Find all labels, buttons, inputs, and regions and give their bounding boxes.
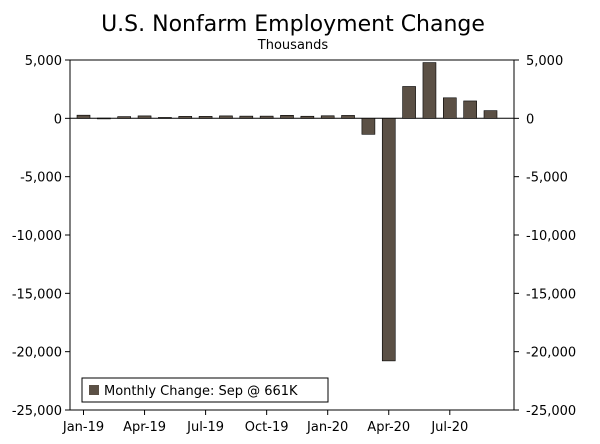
chart-title: U.S. Nonfarm Employment Change: [101, 12, 485, 37]
x-axis: Jan-19 Apr-19 Jul-19 Oct-19 Jan-20 Apr-20 Jul-…: [62, 410, 468, 435]
bar-sep-20: [483, 110, 498, 119]
bar-jul-20: [442, 97, 457, 119]
bars-group: [76, 62, 498, 362]
bar-mar-19: [117, 116, 131, 119]
x-tick-label: Oct-19: [245, 420, 289, 435]
y-tick-label-right: -15,000: [526, 287, 576, 302]
legend-swatch: [89, 385, 99, 395]
y-tick-label-right: 5,000: [526, 54, 563, 69]
y-tick-label-right: 0: [526, 112, 534, 127]
y-tick-label-left: -5,000: [20, 171, 62, 186]
y-tick-label-left: -20,000: [12, 346, 62, 361]
bar-aug-20: [463, 100, 477, 119]
x-tick-label: Apr-20: [367, 420, 410, 435]
bar-jul-19: [198, 116, 213, 119]
y-tick-label-left: 0: [54, 112, 62, 127]
bar-may-20: [402, 86, 416, 119]
bar-aug-19: [219, 115, 233, 119]
y-tick-label-left: -25,000: [12, 404, 62, 419]
y-tick-label-left: -10,000: [12, 229, 62, 244]
bar-jun-20: [422, 62, 437, 119]
bar-jun-19: [178, 116, 193, 119]
bar-nov-19: [280, 115, 294, 119]
bar-jan-20: [320, 115, 335, 119]
bar-jan-19: [76, 114, 91, 119]
legend-label: Monthly Change: Sep @ 661K: [104, 384, 298, 399]
y-axis-right: 5,000 0 -5,000 -10,000 -15,000 -20,000 -25,000: [514, 54, 576, 419]
bar-sep-19: [239, 115, 254, 119]
bar-feb-19: [97, 117, 111, 120]
x-tick-label: Jan-19: [62, 420, 104, 435]
chart-subtitle: Thousands: [257, 38, 329, 53]
bar-apr-19: [137, 115, 152, 119]
bar-oct-19: [259, 115, 274, 119]
x-tick-label: Apr-19: [123, 420, 166, 435]
y-tick-label-right: -5,000: [526, 171, 568, 186]
y-tick-label-right: -20,000: [526, 346, 576, 361]
y-tick-label-left: 5,000: [25, 54, 62, 69]
legend-box: [81, 377, 329, 403]
y-tick-label-right: -25,000: [526, 404, 576, 419]
x-tick-label: Jan-20: [306, 420, 348, 435]
x-tick-label: Jul-19: [186, 420, 224, 435]
x-tick-label: Jul-20: [430, 420, 468, 435]
bar-apr-20: [381, 118, 396, 362]
y-tick-label-left: -15,000: [12, 287, 62, 302]
bar-mar-20: [361, 118, 376, 135]
bar-dec-19: [300, 115, 315, 119]
y-tick-label-right: -10,000: [526, 229, 576, 244]
bar-may-19: [158, 117, 172, 119]
y-axis-left: 5,000 0 -5,000 -10,000 -15,000 -20,000 -25,000: [12, 54, 70, 419]
legend: Monthly Change: Sep @ 661K: [81, 377, 329, 403]
bar-feb-20: [341, 115, 355, 119]
